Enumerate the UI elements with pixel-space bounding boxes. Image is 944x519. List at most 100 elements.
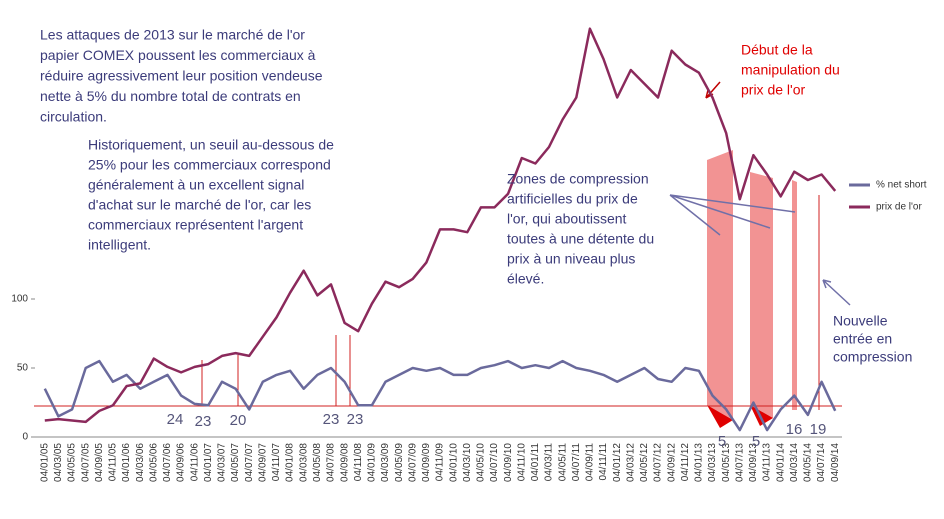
annotation: 23 — [323, 411, 340, 428]
note-text: généralement à un excellent signal — [88, 177, 304, 193]
x-tick-label: 04/09/12 — [666, 443, 677, 482]
x-tick-label: 04/03/14 — [789, 443, 800, 482]
x-tick-label: 04/07/10 — [489, 443, 500, 482]
x-tick-label: 04/01/09 — [367, 443, 378, 482]
annotation: 24 — [167, 411, 184, 428]
x-tick-label: 04/01/06 — [121, 443, 132, 482]
series-line — [43, 359, 837, 432]
note-text: papier COMEX poussent les commerciaux à — [40, 47, 316, 63]
x-tick-label: 04/03/13 — [707, 443, 718, 482]
x-tick-label: 04/11/13 — [762, 443, 773, 482]
x-tick-label: 04/11/09 — [435, 443, 446, 482]
x-tick-label: 04/09/11 — [585, 443, 596, 482]
x-tick-label: 04/07/07 — [244, 443, 255, 482]
x-tick-label: 04/03/07 — [217, 443, 228, 482]
x-tick-label: 04/11/07 — [271, 443, 282, 482]
x-tick-label: 04/05/14 — [803, 443, 814, 482]
x-tick-label: 04/09/06 — [176, 443, 187, 482]
x-tick-label: 04/07/06 — [162, 443, 173, 482]
annotation: 5 — [718, 433, 726, 450]
x-tick-label: 04/07/12 — [653, 443, 664, 482]
note-text: toutes à une détente du — [507, 231, 654, 247]
x-tick-label: 04/07/09 — [407, 443, 418, 482]
note-text: prix à un niveau plus — [507, 251, 635, 267]
x-tick-label: 04/01/08 — [285, 443, 296, 482]
x-tick-label: 04/09/09 — [421, 443, 432, 482]
x-tick-label: 04/05/07 — [230, 443, 241, 482]
x-tick-label: 04/03/08 — [298, 443, 309, 482]
x-tick-label: 04/03/11 — [544, 443, 555, 482]
zone — [792, 180, 797, 410]
x-tick-label: 04/11/08 — [353, 443, 364, 482]
x-tick-label: 04/09/08 — [339, 443, 350, 482]
arrow — [669, 194, 796, 236]
x-tick-label: 04/09/14 — [830, 443, 841, 482]
note-text: Début de la — [741, 42, 813, 58]
annotation: 16 — [786, 421, 803, 438]
x-tick-label: 04/07/08 — [326, 443, 337, 482]
note-text: commerciaux représentent l'argent — [88, 217, 303, 233]
zone — [707, 150, 733, 420]
note-text: Historiquement, un seuil au-dessous de — [88, 137, 334, 153]
x-tick-label: 04/11/05 — [108, 443, 119, 482]
note-text: réduire agressivement leur position vend… — [40, 68, 323, 84]
x-tick-label: 04/01/11 — [530, 443, 541, 482]
x-tick-label: 04/11/12 — [680, 443, 691, 482]
annotation: 5 — [752, 433, 760, 450]
x-tick-label: 04/07/05 — [80, 443, 91, 482]
x-tick-label: 04/09/05 — [94, 443, 105, 482]
x-tick-label: 04/11/11 — [598, 443, 609, 481]
x-tick-label: 04/09/10 — [503, 443, 514, 482]
x-tick-label: 04/01/13 — [694, 443, 705, 482]
x-tick-label: 04/07/14 — [816, 443, 827, 482]
note-text: l'or, qui aboutissent — [507, 211, 627, 227]
x-tick-label: 04/01/07 — [203, 443, 214, 482]
x-tick-label: 04/03/09 — [380, 443, 391, 482]
x-tick-label: 04/05/13 — [721, 443, 732, 482]
markers — [34, 195, 842, 410]
y-tick-label: 100 — [11, 294, 28, 305]
note-text: élevé. — [507, 271, 544, 287]
note-text: nette à 5% du nombre total de contrats e… — [40, 88, 301, 104]
arrow — [822, 279, 851, 306]
x-tick-label: 04/03/05 — [53, 443, 64, 482]
note-text: manipulation du — [741, 62, 840, 78]
note-text: Nouvelle — [833, 313, 888, 329]
annotation: 19 — [810, 421, 827, 438]
note-text: entrée en — [833, 331, 892, 347]
x-tick-label: 04/07/11 — [571, 443, 582, 482]
note-text: Les attaques de 2013 sur le marché de l'… — [40, 27, 305, 43]
note-text: intelligent. — [88, 237, 151, 253]
x-tick-label: 04/05/08 — [312, 443, 323, 482]
note-text: artificielles du prix de — [507, 191, 638, 207]
x-tick-label: 04/11/06 — [189, 443, 200, 482]
x-tick-label: 04/09/13 — [748, 443, 759, 482]
x-tick-label: 04/03/06 — [135, 443, 146, 482]
x-tick-label: 04/11/10 — [516, 443, 527, 482]
x-tick-label: 04/01/05 — [39, 443, 50, 482]
x-tick-label: 04/03/12 — [625, 443, 636, 482]
series-line — [44, 27, 837, 424]
arrows — [669, 81, 851, 306]
x-tick-label: 04/05/12 — [639, 443, 650, 482]
x-tick-label: 04/05/05 — [67, 443, 78, 482]
y-tick-label: 50 — [17, 363, 29, 374]
legend-label: % net short — [876, 180, 927, 191]
x-tick-label: 04/01/14 — [775, 443, 786, 482]
x-tick-label: 04/03/10 — [462, 443, 473, 482]
x-tick-label: 04/09/07 — [257, 443, 268, 482]
y-tick-label: 0 — [22, 432, 28, 443]
annotation: 23 — [195, 413, 212, 430]
annotation: 23 — [347, 411, 364, 428]
legend-label: prix de l'or — [876, 202, 922, 213]
x-tick-label: 04/01/10 — [448, 443, 459, 482]
note-text: d'achat sur le marché de l'or, car les — [88, 197, 311, 213]
x-tick-label: 04/07/13 — [734, 443, 745, 482]
x-tick-label: 04/05/06 — [148, 443, 159, 482]
x-tick-label: 04/05/11 — [557, 443, 568, 482]
zone — [750, 172, 773, 418]
annotation: 20 — [230, 412, 247, 429]
x-tick-label: 04/05/09 — [394, 443, 405, 482]
